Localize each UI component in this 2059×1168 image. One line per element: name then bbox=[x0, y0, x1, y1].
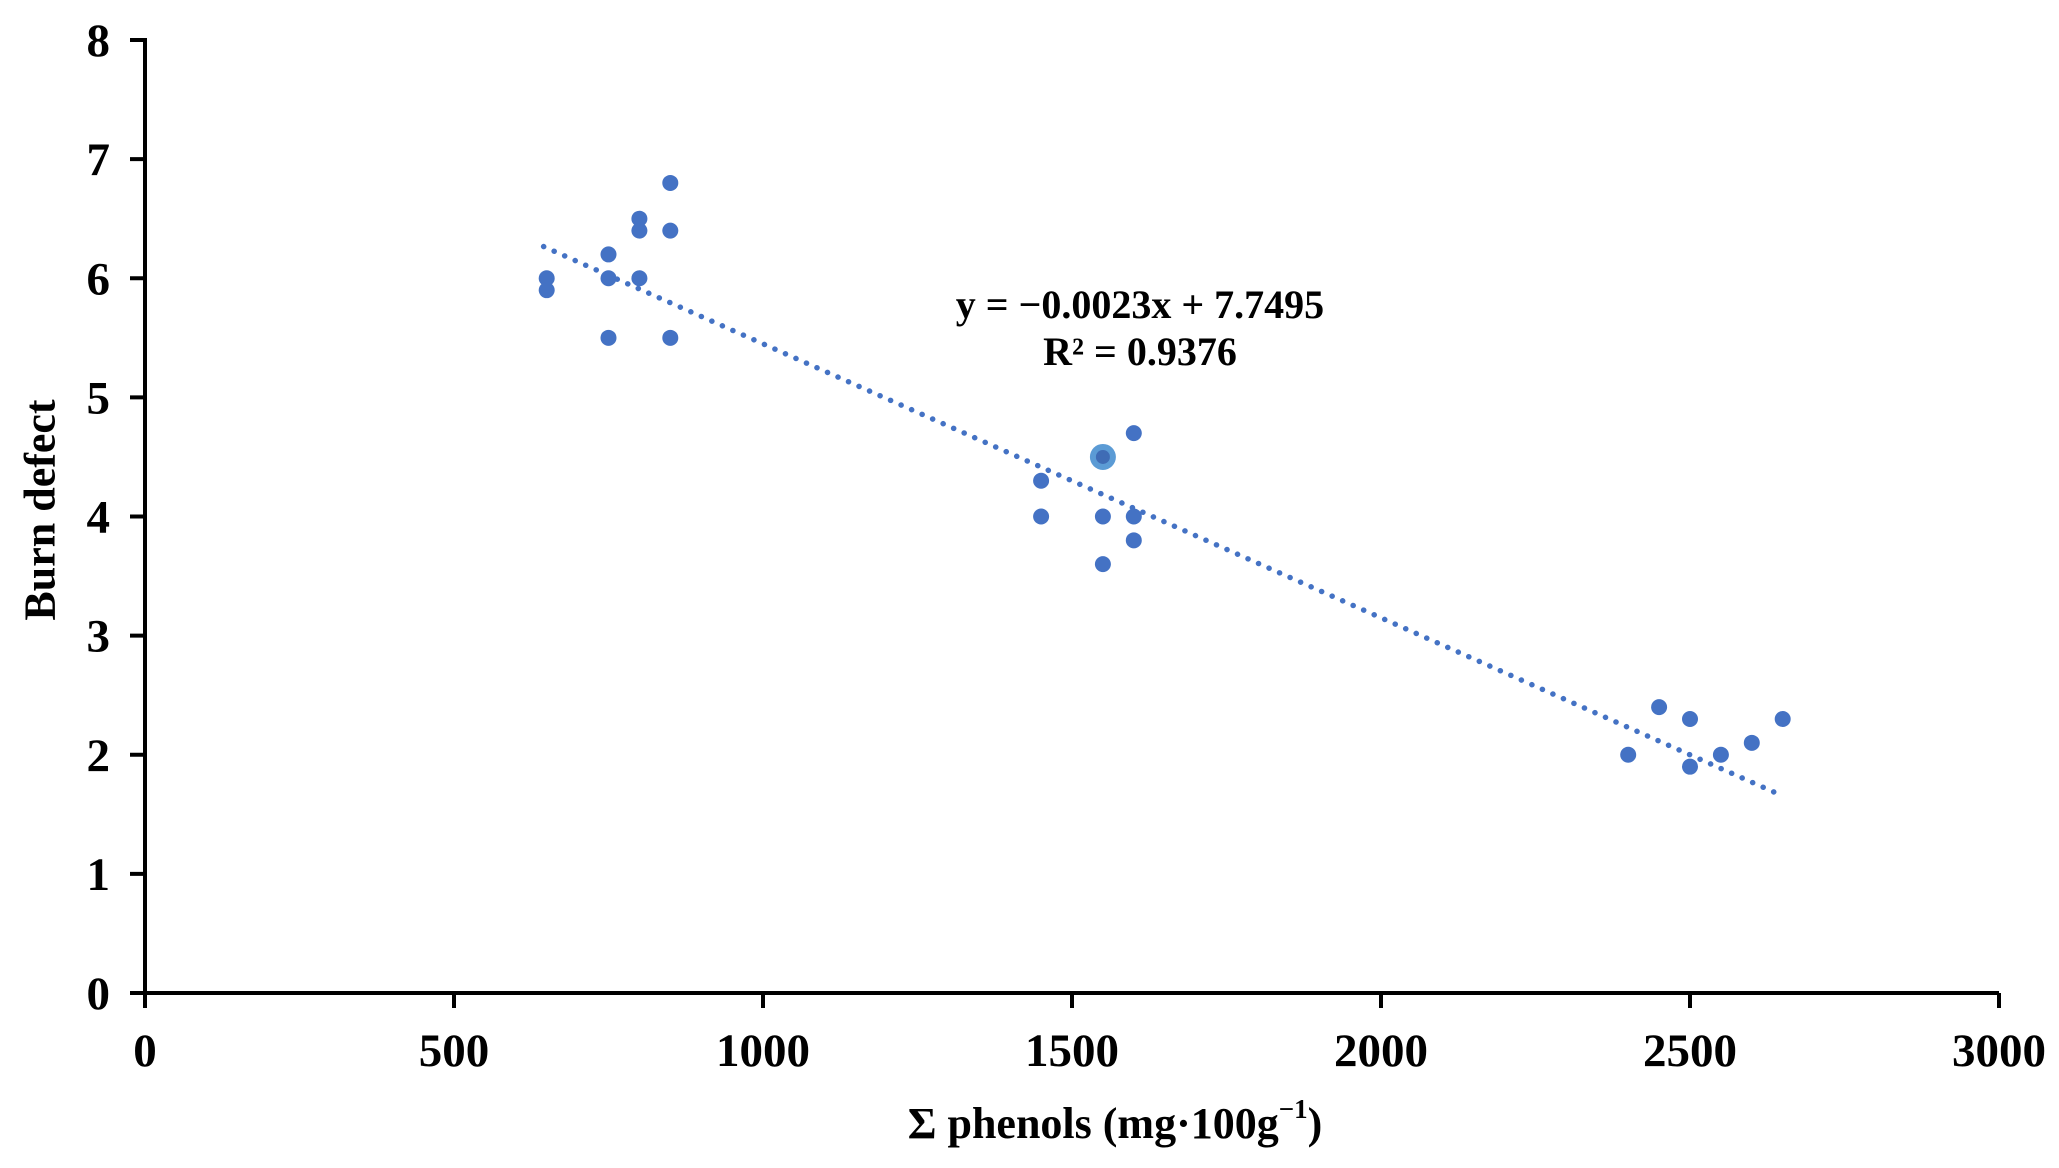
data-point bbox=[1125, 532, 1142, 549]
y-axis-tick-label: 6 bbox=[87, 253, 111, 305]
data-point bbox=[538, 282, 555, 299]
y-axis-tick-label: 2 bbox=[87, 730, 111, 782]
y-axis-tick-label: 3 bbox=[87, 611, 111, 663]
data-point bbox=[631, 222, 648, 239]
y-axis-tick-label: 4 bbox=[87, 492, 111, 544]
x-axis-tick-label: 0 bbox=[133, 1025, 157, 1077]
data-point bbox=[538, 270, 555, 287]
x-axis-tick-label: 3000 bbox=[1952, 1025, 2046, 1077]
data-point bbox=[1033, 508, 1050, 525]
data-point bbox=[662, 174, 679, 191]
data-point bbox=[662, 329, 679, 346]
data-point bbox=[1743, 734, 1760, 751]
data-point bbox=[1682, 758, 1698, 775]
x-axis-tick-label: 1500 bbox=[1025, 1025, 1119, 1077]
y-axis-title: Burn defect bbox=[15, 399, 65, 621]
y-axis-tick-label: 0 bbox=[87, 968, 111, 1020]
data-point bbox=[600, 329, 617, 346]
data-point bbox=[1125, 425, 1142, 442]
highlight-point-inner bbox=[1095, 449, 1110, 464]
y-axis-tick-label: 8 bbox=[87, 15, 111, 67]
data-point bbox=[1620, 746, 1637, 763]
data-point bbox=[600, 246, 617, 263]
x-axis-title-superscript: −1 bbox=[1278, 1094, 1308, 1125]
trendline-equation-text: y = −0.0023x + 7.7495 bbox=[955, 282, 1325, 327]
trendline-dotted bbox=[540, 243, 1783, 798]
y-axis-tick-label: 7 bbox=[87, 134, 111, 186]
x-axis-tick-label: 500 bbox=[419, 1025, 490, 1077]
x-axis-title-base: Σ phenols (mg·100g bbox=[907, 1099, 1279, 1148]
x-axis-tick-label: 2000 bbox=[1334, 1025, 1428, 1077]
y-axis-tick-label: 1 bbox=[87, 849, 111, 901]
data-point bbox=[1774, 711, 1791, 728]
r-squared-text: R² = 0.9376 bbox=[1043, 329, 1237, 374]
x-axis-tick-label: 1000 bbox=[716, 1025, 810, 1077]
trendline-annotation: y = −0.0023x + 7.7495 R² = 0.9376 bbox=[956, 281, 1324, 375]
x-axis-title-close: ) bbox=[1307, 1099, 1323, 1148]
x-axis-tick-label: 2500 bbox=[1643, 1025, 1737, 1077]
data-point bbox=[1094, 508, 1111, 525]
data-point bbox=[631, 270, 648, 287]
data-point bbox=[662, 222, 679, 239]
y-axis-tick-label: 5 bbox=[87, 372, 111, 424]
data-point bbox=[1682, 711, 1698, 728]
data-point bbox=[1651, 699, 1668, 716]
data-point bbox=[1712, 746, 1729, 763]
data-point bbox=[631, 210, 648, 227]
data-point bbox=[1094, 556, 1111, 573]
data-point bbox=[1125, 508, 1142, 525]
data-point bbox=[1033, 472, 1050, 489]
x-axis-title: Σ phenols (mg·100g−1) bbox=[907, 1096, 1323, 1149]
data-point bbox=[600, 270, 617, 287]
